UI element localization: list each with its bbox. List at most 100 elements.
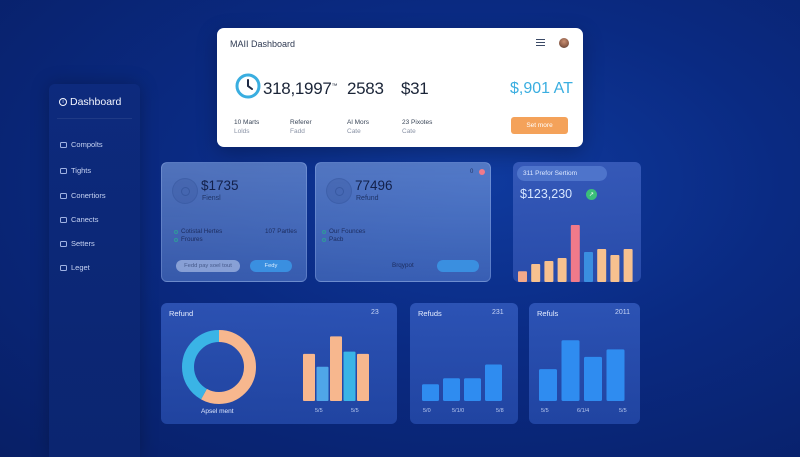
tick-label: 5/5	[351, 408, 359, 414]
chart-bar	[610, 255, 620, 282]
chart-bar	[357, 353, 369, 401]
summary-card: MAII Dashboard 318,1997™ 2583 $31 $,901 …	[217, 28, 583, 147]
clock-icon	[235, 73, 261, 99]
sidebar-item-label: Conertiors	[71, 191, 106, 200]
chart-bar	[531, 264, 541, 282]
card-value: $123,230	[520, 187, 573, 201]
action-button[interactable]	[437, 260, 479, 272]
folder-icon	[60, 192, 67, 199]
chart-bar	[623, 249, 633, 282]
folder-icon	[60, 141, 67, 148]
card-title: 311 Prefor Sertiom	[517, 166, 607, 181]
list-item: Froures	[174, 236, 203, 243]
stat-label: 10 Marts Lolds	[234, 119, 260, 135]
settings-icon	[60, 240, 67, 247]
user-icon	[172, 178, 198, 204]
tick-label: 6/1/4	[577, 408, 590, 414]
sidebar-item-compolts[interactable]: Compolts	[60, 140, 103, 149]
sidebar-item-conertiors[interactable]: Conertiors	[60, 191, 106, 200]
sidebar-item-label: Canects	[71, 215, 99, 224]
bullet-icon	[322, 237, 326, 242]
search-pill[interactable]: Fedd pay soel tout	[176, 260, 240, 272]
chart-bar	[316, 366, 329, 401]
chart-bar	[303, 353, 315, 401]
chart-bar	[544, 261, 554, 282]
performance-card: 311 Prefor Sertiom $123,230 ↗	[513, 162, 641, 282]
refund-card: 77496 Refund 0 Our Founces Pacb Brqypot	[315, 162, 491, 282]
panel-title: Refuls	[537, 309, 559, 318]
panel-title: Refund	[169, 309, 194, 318]
refund-panel: Refund 23 Apsel ment 5/5 5/5	[161, 303, 397, 424]
donut-slice	[182, 330, 256, 404]
list-item-value: 107 Partles	[265, 228, 297, 235]
stat-value: 318,1997™	[263, 79, 338, 98]
refuds-panel: Refuds 231 5/0 5/1/0 5/8	[410, 303, 518, 424]
bar-chart	[518, 225, 633, 282]
chart-bar	[561, 340, 580, 401]
tick-label: 5/5	[315, 408, 323, 414]
sidebar: i Dashboard Compolts Tights Conertiors C…	[49, 84, 140, 457]
chart-bar	[443, 378, 460, 401]
card-label: Refund	[356, 195, 379, 202]
chart-bar	[539, 369, 557, 401]
trend-up-icon: ↗	[586, 189, 597, 200]
sidebar-title[interactable]: i Dashboard	[59, 96, 121, 108]
list-menu-icon[interactable]	[536, 39, 545, 47]
sidebar-item-label: Tights	[71, 166, 92, 175]
notification-dot-icon	[479, 169, 485, 175]
bar-chart	[422, 364, 502, 401]
panel-number: 231	[492, 309, 504, 316]
sidebar-item-tights[interactable]: Tights	[60, 166, 91, 175]
stat-value: 2583	[347, 79, 384, 98]
sidebar-divider	[57, 118, 132, 119]
card-label: Fiensl	[202, 195, 221, 202]
stat-label: Referer Fadd	[290, 119, 312, 135]
avatar[interactable]	[559, 38, 569, 48]
fedy-button[interactable]: Fedy	[250, 260, 292, 272]
card-value: 77496	[355, 178, 393, 193]
logout-icon	[60, 264, 67, 271]
chart-bar	[570, 225, 580, 282]
corner-value: 0	[470, 169, 474, 175]
user-icon	[326, 178, 352, 204]
chart-bar	[584, 252, 593, 282]
accent-value: $,901 AT	[510, 80, 573, 97]
tick-label: 5/0	[423, 408, 431, 414]
donut-chart	[182, 330, 256, 404]
sidebar-item-label: Leget	[71, 263, 90, 272]
panel-number: 2011	[615, 309, 631, 316]
set-more-button[interactable]: Set more	[511, 117, 568, 134]
sidebar-title-label: Dashboard	[70, 96, 122, 108]
dashboard-icon: i	[59, 98, 67, 106]
sidebar-item-label: Compolts	[71, 140, 103, 149]
panel-number: 23	[371, 309, 379, 316]
list-item: Our Founces	[322, 228, 365, 235]
stat-value: $31	[401, 79, 429, 98]
chart-bar	[584, 356, 602, 401]
bullet-icon	[174, 229, 178, 234]
sidebar-item-canects[interactable]: Canects	[60, 215, 99, 224]
chart-bar	[606, 349, 625, 401]
summary-card-title: MAII Dashboard	[230, 39, 296, 49]
donut-label: Apsel ment	[201, 408, 234, 415]
panel-title: Refuds	[418, 309, 442, 318]
tick-label: 5/5	[541, 408, 549, 414]
sidebar-item-leget[interactable]: Leget	[60, 263, 90, 272]
chart-bar	[330, 336, 342, 401]
tick-label: 5/1/0	[452, 408, 465, 414]
stat-label: Al Mors Cate	[347, 119, 370, 135]
bar-chart	[303, 336, 369, 401]
chart-bar	[597, 249, 607, 282]
folder-icon	[60, 216, 67, 223]
chart-bar	[518, 271, 527, 282]
stat-label: 23 Pixotes Cate	[402, 119, 433, 135]
chart-bar	[557, 258, 567, 282]
fiensl-card: $1735 Fiensl Cotistal Hertes 107 Partles…	[161, 162, 307, 282]
sidebar-item-setters[interactable]: Setters	[60, 239, 95, 248]
chart-bar	[422, 384, 439, 401]
sidebar-item-label: Setters	[71, 239, 95, 248]
chart-bar	[343, 351, 356, 401]
tick-label: 5/5	[619, 408, 627, 414]
refuls-panel: Refuls 2011 5/5 6/1/4 5/5	[529, 303, 640, 424]
list-item: Cotistal Hertes	[174, 228, 222, 235]
